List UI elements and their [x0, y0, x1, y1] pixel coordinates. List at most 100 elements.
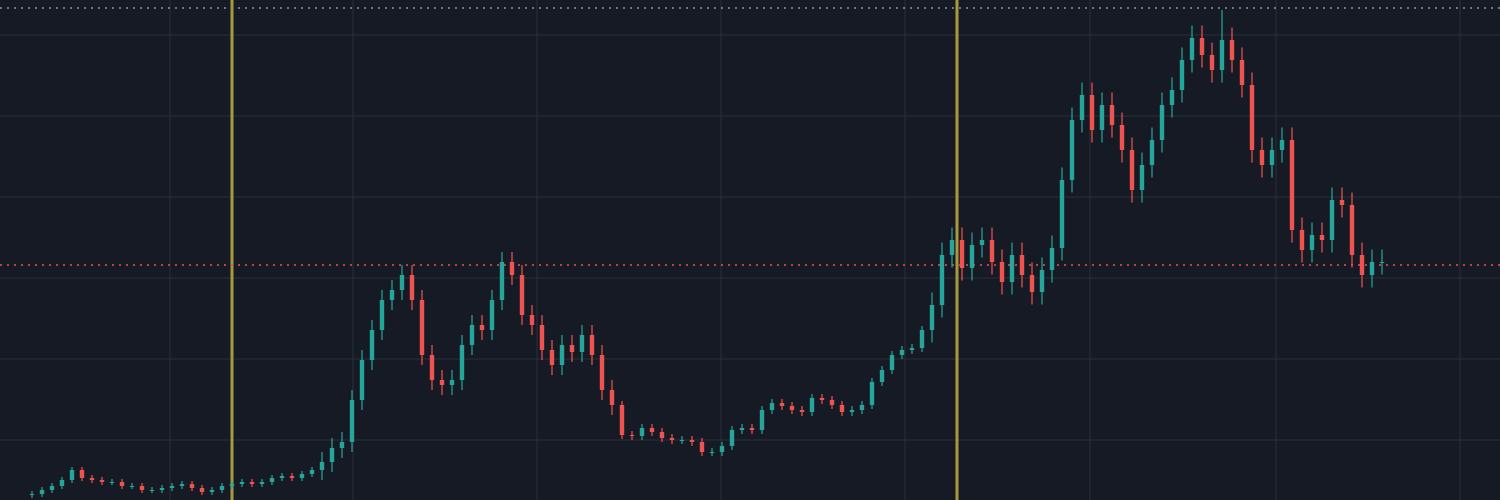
candle-body — [639, 428, 645, 436]
candle-body — [879, 370, 885, 382]
candle-body — [129, 486, 135, 487]
candle-body — [1229, 40, 1235, 60]
candle-body — [1379, 262, 1385, 263]
candle-body — [919, 330, 925, 348]
candle-body — [759, 410, 765, 430]
candle-body — [329, 448, 335, 462]
candle-body — [799, 410, 805, 412]
candle-body — [159, 488, 165, 490]
candle-body — [149, 490, 155, 491]
candle-body — [599, 355, 605, 390]
candle-body — [769, 403, 775, 410]
candle-body — [1369, 262, 1375, 275]
candle-body — [609, 390, 615, 405]
candle-body — [1299, 230, 1305, 250]
candle-body — [379, 300, 385, 330]
candle-body — [69, 470, 75, 480]
candle-body — [1069, 120, 1075, 180]
candle-body — [229, 484, 235, 486]
candle-body — [1159, 105, 1165, 140]
candle-body — [29, 494, 35, 495]
candle-body — [909, 348, 915, 350]
candle-body — [1309, 235, 1315, 250]
candle-body — [339, 442, 345, 448]
candle-body — [679, 440, 685, 441]
candle-body — [89, 478, 95, 480]
candle-body — [629, 435, 635, 436]
candle-body — [449, 380, 455, 385]
candle-body — [739, 428, 745, 430]
candle-body — [1079, 95, 1085, 120]
candle-body — [789, 406, 795, 410]
candle-body — [999, 262, 1005, 282]
candle-body — [1319, 235, 1325, 240]
candle-body — [929, 305, 935, 330]
candle-body — [519, 275, 525, 315]
candle-body — [389, 290, 395, 300]
candle-body — [899, 350, 905, 355]
candle-body — [1139, 165, 1145, 190]
candle-body — [169, 486, 175, 488]
candle-body — [1029, 275, 1035, 292]
candle-body — [959, 240, 965, 268]
candle-body — [1129, 150, 1135, 190]
candle-body — [969, 245, 975, 268]
candle-body — [319, 462, 325, 470]
candle-body — [1249, 85, 1255, 150]
candle-body — [419, 300, 425, 355]
candle-body — [989, 240, 995, 262]
candle-body — [1119, 125, 1125, 150]
candle-body — [479, 325, 485, 330]
candle-body — [239, 482, 245, 484]
candle-body — [1009, 255, 1015, 282]
candle-body — [819, 398, 825, 400]
candle-body — [179, 484, 185, 486]
candle-body — [949, 240, 955, 255]
candle-body — [689, 440, 695, 442]
candle-body — [359, 360, 365, 400]
candle-body — [869, 382, 875, 405]
candle-body — [649, 428, 655, 432]
candle-body — [39, 490, 45, 494]
candle-body — [349, 400, 355, 442]
candle-body — [1269, 150, 1275, 165]
candle-body — [1089, 95, 1095, 130]
candle-body — [429, 355, 435, 380]
candle-body — [1189, 38, 1195, 60]
candle-body — [1209, 55, 1215, 70]
candle-body — [1219, 40, 1225, 70]
candle-body — [459, 345, 465, 380]
candle-body — [1239, 60, 1245, 85]
candle-body — [749, 428, 755, 430]
candle-body — [259, 482, 265, 484]
candle-body — [199, 488, 205, 492]
candle-body — [209, 490, 215, 492]
candle-body — [439, 380, 445, 385]
candle-body — [719, 446, 725, 452]
candle-body — [1059, 180, 1065, 248]
candle-body — [549, 350, 555, 365]
candle-body — [809, 398, 815, 412]
candle-body — [79, 470, 85, 478]
candle-body — [1289, 140, 1295, 230]
candle-body — [49, 486, 55, 490]
candle-body — [309, 470, 315, 474]
candle-body — [1329, 200, 1335, 240]
candle-body — [489, 300, 495, 330]
candle-body — [109, 482, 115, 483]
candle-body — [579, 335, 585, 352]
candle-body — [1179, 60, 1185, 90]
candle-body — [859, 405, 865, 410]
candle-body — [59, 480, 65, 486]
candle-body — [589, 335, 595, 355]
candle-body — [829, 400, 835, 405]
candle-body — [119, 482, 125, 486]
candle-body — [289, 476, 295, 478]
candle-body — [409, 275, 415, 300]
candle-body — [469, 325, 475, 345]
candle-body — [219, 486, 225, 490]
candle-body — [1359, 255, 1365, 275]
